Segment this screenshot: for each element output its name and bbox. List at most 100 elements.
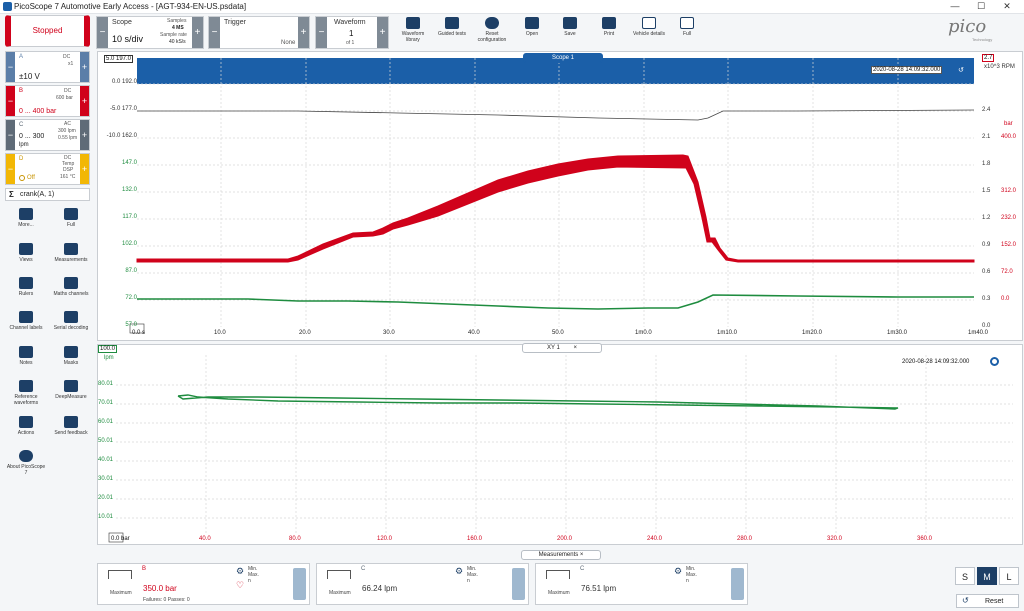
- channel-c-panel[interactable]: − C AC 300 lpm 0.55 lpm 0 ... 300 lpm +: [5, 119, 90, 151]
- scope-plot[interactable]: [98, 52, 1024, 342]
- tab-measurements[interactable]: Measurements ×: [521, 550, 601, 560]
- sample-rate-value[interactable]: 40 kS/s: [169, 39, 186, 45]
- measurements-button[interactable]: Measurements: [50, 243, 92, 263]
- trigger-mode[interactable]: None: [281, 40, 296, 46]
- trigger-plus-button[interactable]: +: [298, 17, 309, 48]
- channel-c-plus-button[interactable]: +: [80, 120, 89, 150]
- delete-measurement-c1-button[interactable]: [512, 568, 525, 600]
- delete-measurement-b-button[interactable]: [293, 568, 306, 600]
- settings-gear-icon[interactable]: ⚙: [236, 566, 245, 576]
- channel-b-minus-button[interactable]: −: [6, 86, 15, 116]
- xy-view[interactable]: XY 1 × 100.0 lpm 2020-08-28 14:09:32.000…: [97, 343, 1024, 546]
- views-button[interactable]: Views: [5, 243, 47, 263]
- trigger-marker[interactable]: [129, 323, 145, 334]
- channel-d-panel[interactable]: − D DC Temp DSP 161 °C Off +: [5, 153, 90, 185]
- actions-button[interactable]: Actions: [5, 416, 47, 436]
- delete-measurement-c2-button[interactable]: [731, 568, 744, 600]
- pico-logo-subtitle: Technology: [972, 37, 993, 42]
- about-button[interactable]: About PicoScope 7: [5, 450, 47, 476]
- xy-plot[interactable]: [98, 345, 1024, 546]
- xy-left-top-value[interactable]: 100.0: [98, 345, 118, 353]
- measurement-panel-b[interactable]: B 350.0 bar Maximum Failures: 0 Passes: …: [97, 563, 310, 605]
- reference-waveforms-label: Reference waveforms: [13, 394, 39, 406]
- more-button[interactable]: More...: [5, 208, 47, 228]
- close-xy-tab-icon[interactable]: ×: [573, 345, 578, 351]
- math-channel-label: crank(A, 1): [20, 191, 55, 198]
- timebase-minus-button[interactable]: −: [97, 17, 108, 48]
- title-bar: PicoScope 7 Automotive Early Access - [A…: [0, 0, 1024, 14]
- samples-value[interactable]: 4 MS: [172, 25, 184, 31]
- y-rpm-7: 0.3: [982, 296, 991, 302]
- size-m-button[interactable]: M: [977, 567, 997, 585]
- channel-a-plus-button[interactable]: +: [80, 52, 89, 82]
- close-measurements-tab-icon[interactable]: ×: [579, 552, 584, 558]
- channel-a-minus-button[interactable]: −: [6, 52, 15, 82]
- y-left-3: 147.0: [121, 160, 137, 166]
- close-button[interactable]: ✕: [1003, 1, 1011, 11]
- tab-xy-1[interactable]: XY 1 ×: [522, 343, 602, 353]
- serial-decoding-button[interactable]: Serial decoding: [50, 311, 92, 331]
- size-l-button[interactable]: L: [999, 567, 1019, 585]
- measurement-c1-type: Maximum: [329, 590, 351, 596]
- deepmeasure-button[interactable]: DeepMeasure: [50, 380, 92, 400]
- waveform-library-button[interactable]: Waveform library: [398, 17, 428, 43]
- channel-d-plus-button[interactable]: +: [80, 154, 89, 184]
- tab-xy-1-label: XY 1: [546, 345, 560, 351]
- measurement-c2-minmax: Min. Max. n: [686, 566, 697, 584]
- channel-c-minus-button[interactable]: −: [6, 120, 15, 150]
- waveform-control: − Waveform 1 of 1 +: [315, 16, 389, 49]
- channel-a-panel[interactable]: − A DC x1 ±10 V +: [5, 51, 90, 83]
- waveform-prev-button[interactable]: −: [316, 17, 327, 48]
- rulers-button[interactable]: Rulers: [5, 277, 47, 297]
- measurement-b-value: 350.0 bar: [143, 584, 177, 593]
- channel-d-range[interactable]: Off: [27, 175, 35, 181]
- save-button[interactable]: Save: [555, 17, 585, 37]
- y-left-7: 87.0: [125, 268, 137, 274]
- timebase-value[interactable]: 10 s/div: [112, 34, 144, 44]
- history-icon[interactable]: ↺: [958, 67, 964, 74]
- masks-button[interactable]: Masks: [50, 346, 92, 366]
- settings-gear-icon[interactable]: ⚙: [674, 566, 683, 576]
- measurement-panel-c1[interactable]: C 66.24 lpm Maximum ⚙ Min. Max. n: [316, 563, 529, 605]
- scope-view[interactable]: Scope 1 5.0 197.0 V lpm 2020-08-28 14:09…: [97, 51, 1023, 341]
- send-feedback-button[interactable]: Send feedback: [50, 416, 92, 436]
- notes-button[interactable]: Notes: [5, 346, 47, 366]
- timebase-plus-button[interactable]: +: [192, 17, 203, 48]
- math-channel-panel[interactable]: Σ crank(A, 1): [5, 188, 90, 201]
- print-button[interactable]: Print: [594, 17, 624, 37]
- channel-c-range[interactable]: 0 ... 300: [19, 133, 45, 140]
- channel-b-range[interactable]: 0 ... 400 bar: [19, 108, 57, 115]
- open-button[interactable]: Open: [517, 17, 547, 37]
- y-bar-3: 152.0: [1001, 242, 1017, 248]
- channel-d-name: D: [19, 156, 24, 162]
- vehicle-details-button[interactable]: Vehicle details: [632, 17, 666, 37]
- waveform-next-button[interactable]: +: [377, 17, 388, 48]
- minimize-button[interactable]: —: [950, 1, 960, 11]
- measurement-b-footer: Failures: 0 Passes: 0: [143, 597, 190, 603]
- maths-channels-button[interactable]: Maths channels: [50, 277, 92, 297]
- full-button[interactable]: Full: [672, 17, 702, 37]
- maximize-button[interactable]: ☐: [976, 1, 986, 11]
- channel-b-panel[interactable]: − B DC 600 bar 0 ... 400 bar +: [5, 85, 90, 117]
- scope-left-top-value[interactable]: 5.0 197.0: [104, 55, 134, 63]
- x-tick-9: 1m30.0: [887, 330, 908, 336]
- waveform-number[interactable]: 1: [349, 29, 354, 38]
- reference-waveforms-button[interactable]: Reference waveforms: [5, 380, 47, 406]
- channel-a-range[interactable]: ±10 V: [19, 72, 40, 81]
- size-s-button[interactable]: S: [955, 567, 975, 585]
- settings-gear-icon[interactable]: ⚙: [455, 566, 464, 576]
- zoom-icon[interactable]: [990, 357, 999, 366]
- measurement-panel-c2[interactable]: C 76.51 lpm Maximum ⚙ Min. Max. n: [535, 563, 748, 605]
- trigger-minus-button[interactable]: −: [209, 17, 220, 48]
- run-stop-button[interactable]: Stopped: [5, 15, 90, 47]
- reset-configuration-button[interactable]: Reset configuration: [477, 17, 507, 43]
- channel-d-minus-button[interactable]: −: [6, 154, 15, 184]
- guided-tests-button[interactable]: Guided tests: [437, 17, 467, 37]
- channel-labels-button[interactable]: Channel labels: [5, 311, 47, 331]
- scope-right-top-value[interactable]: 2.7: [982, 54, 995, 62]
- tab-scope-1[interactable]: Scope 1: [523, 53, 603, 63]
- channel-b-plus-button[interactable]: +: [80, 86, 89, 116]
- sidebar-full-button[interactable]: Full: [50, 208, 92, 228]
- reset-button[interactable]: ↺ Reset: [956, 594, 1019, 608]
- xy-origin-marker[interactable]: [108, 532, 124, 543]
